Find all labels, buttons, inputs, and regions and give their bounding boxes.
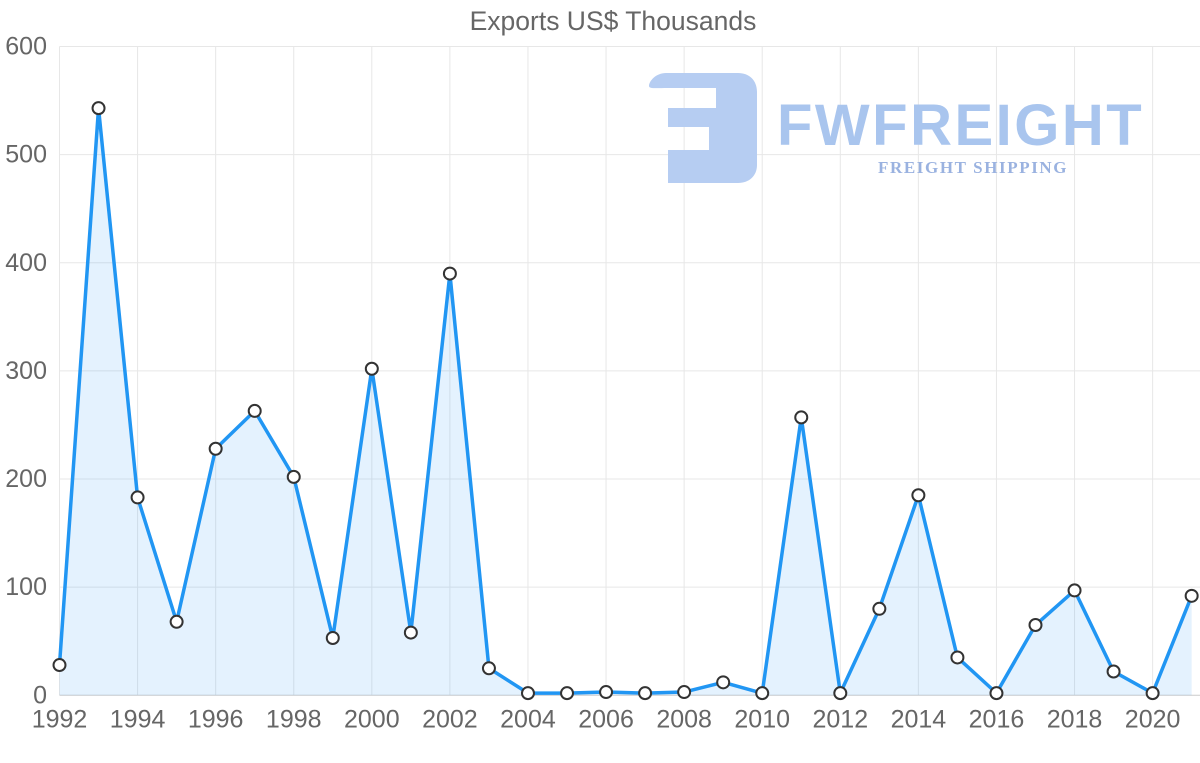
svg-text:2004: 2004 xyxy=(500,705,556,733)
svg-text:200: 200 xyxy=(5,465,47,493)
svg-text:1994: 1994 xyxy=(110,705,166,733)
svg-text:500: 500 xyxy=(5,141,47,169)
svg-text:1992: 1992 xyxy=(32,705,88,733)
svg-text:2008: 2008 xyxy=(656,705,712,733)
svg-text:100: 100 xyxy=(5,573,47,601)
svg-text:2020: 2020 xyxy=(1125,705,1181,733)
svg-text:300: 300 xyxy=(5,357,47,385)
svg-text:2018: 2018 xyxy=(1047,705,1103,733)
svg-text:2000: 2000 xyxy=(344,705,400,733)
svg-text:2016: 2016 xyxy=(969,705,1025,733)
svg-text:2014: 2014 xyxy=(891,705,947,733)
svg-text:2010: 2010 xyxy=(734,705,790,733)
svg-text:2002: 2002 xyxy=(422,705,478,733)
svg-text:2012: 2012 xyxy=(812,705,868,733)
svg-text:2006: 2006 xyxy=(578,705,634,733)
svg-text:400: 400 xyxy=(5,249,47,277)
svg-text:1998: 1998 xyxy=(266,705,322,733)
svg-text:1996: 1996 xyxy=(188,705,244,733)
